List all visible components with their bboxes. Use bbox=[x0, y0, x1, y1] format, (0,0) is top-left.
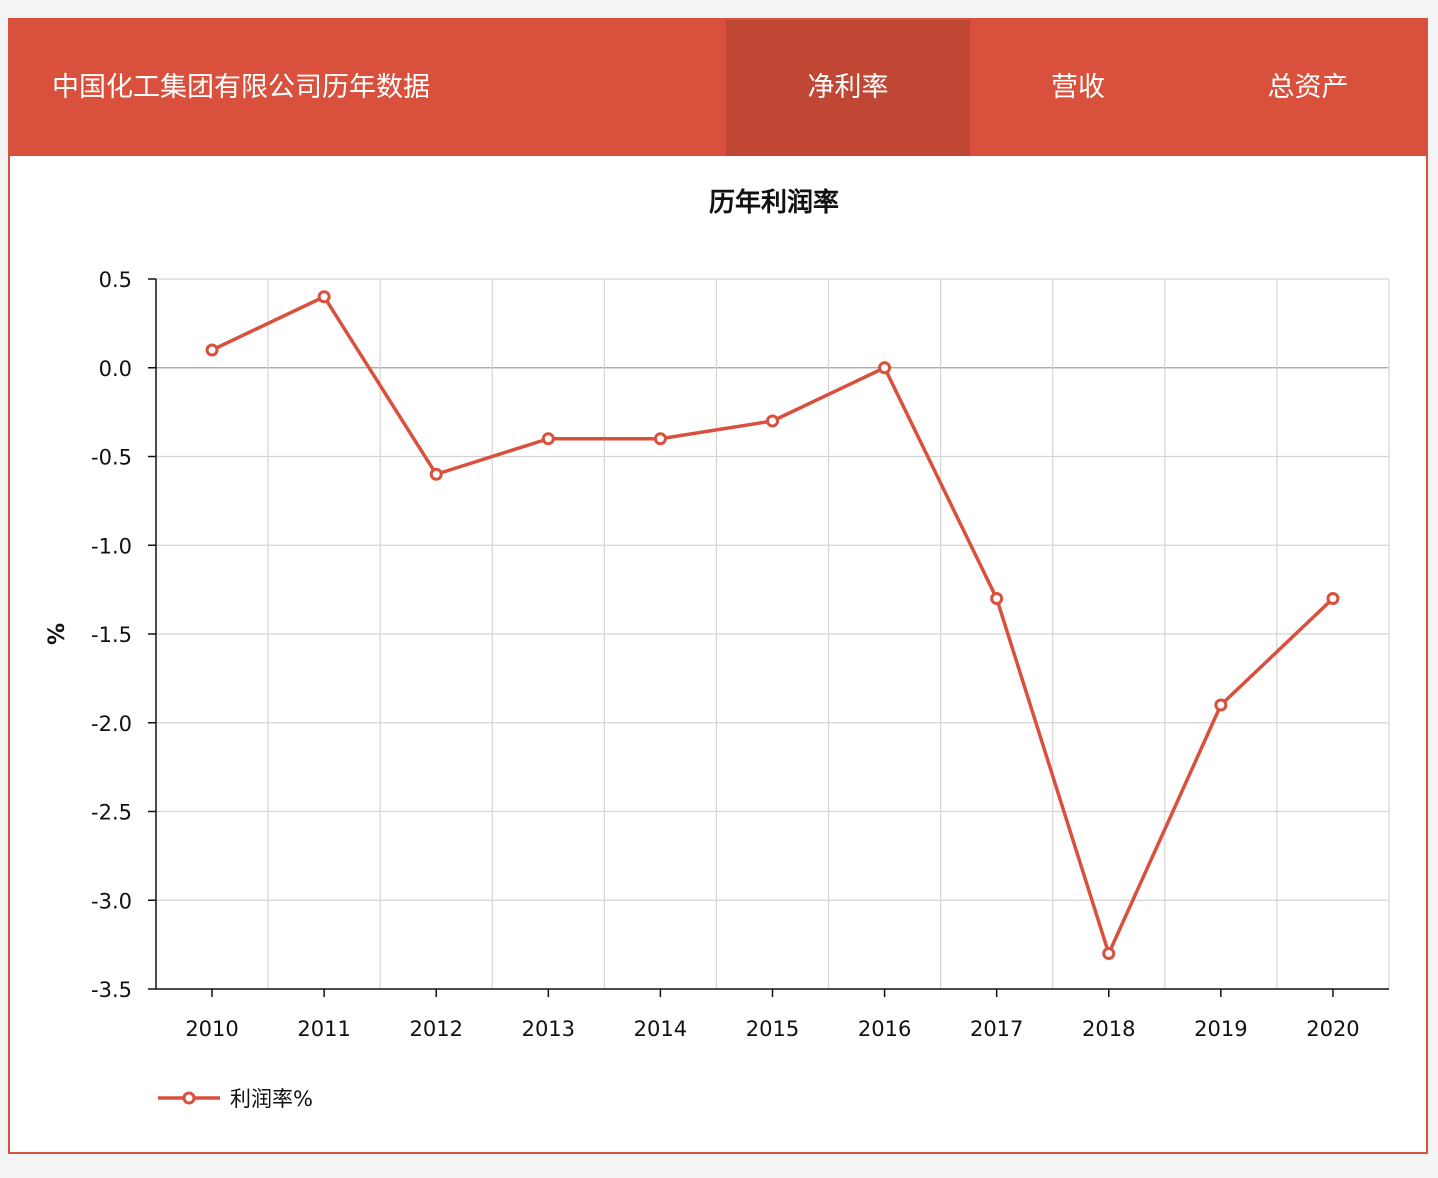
x-tick-label: 2020 bbox=[1306, 1017, 1359, 1041]
data-point[interactable] bbox=[1326, 592, 1340, 605]
x-tick-label: 2017 bbox=[970, 1017, 1023, 1041]
legend-label[interactable]: 利润率% bbox=[230, 1087, 313, 1111]
header-bar: 中国化工集团有限公司历年数据 净利率 营收 总资产 bbox=[10, 20, 1426, 156]
x-tick-label: 2012 bbox=[410, 1017, 463, 1041]
y-tick-label: -1.5 bbox=[91, 623, 132, 647]
tab-total-assets[interactable]: 总资产 bbox=[1267, 72, 1349, 103]
data-point[interactable] bbox=[766, 414, 779, 428]
y-tick-label: 0.5 bbox=[99, 268, 132, 292]
y-tick-labels: 0.5 0.0 -0.5 -1.0 -1.5 -2.0 -2.5 -3.0 -3.5 bbox=[91, 268, 132, 1002]
data-point[interactable] bbox=[205, 343, 219, 357]
page-title: 中国化工集团有限公司历年数据 bbox=[52, 72, 430, 103]
data-point[interactable] bbox=[1102, 947, 1116, 960]
data-point[interactable] bbox=[878, 361, 892, 375]
axes bbox=[148, 278, 1389, 997]
data-point[interactable] bbox=[653, 432, 667, 446]
x-tick-label: 2019 bbox=[1194, 1017, 1247, 1041]
x-tick-label: 2013 bbox=[522, 1017, 575, 1041]
tab-revenue[interactable]: 营收 bbox=[1051, 72, 1105, 103]
y-tick-label: 0.0 bbox=[99, 357, 132, 381]
tab-net-margin[interactable]: 净利率 bbox=[726, 20, 970, 156]
x-tick-label: 2010 bbox=[185, 1017, 238, 1041]
data-point[interactable] bbox=[1214, 698, 1228, 712]
x-tick-labels: 2010 2011 2012 2013 2014 2015 2016 2017 2018 2019… bbox=[185, 1017, 1359, 1041]
x-tick-label: 2016 bbox=[858, 1017, 911, 1041]
y-tick-label: -1.0 bbox=[91, 534, 132, 558]
legend-marker bbox=[182, 1091, 196, 1105]
y-axis-label: % bbox=[45, 623, 70, 645]
data-point[interactable] bbox=[990, 592, 1004, 605]
data-point[interactable] bbox=[541, 432, 555, 446]
data-point[interactable] bbox=[317, 290, 331, 304]
data-point[interactable] bbox=[429, 467, 443, 481]
legend[interactable]: 利润率% bbox=[158, 1087, 313, 1111]
y-tick-label: -3.5 bbox=[91, 978, 132, 1002]
x-tick-label: 2018 bbox=[1082, 1017, 1135, 1041]
chart-title: 历年利润率 bbox=[709, 187, 839, 218]
chart-panel: 中国化工集团有限公司历年数据 净利率 营收 总资产 bbox=[8, 18, 1428, 1154]
y-tick-label: -3.0 bbox=[91, 889, 132, 913]
x-tick-label: 2011 bbox=[297, 1017, 350, 1041]
x-tick-label: 2014 bbox=[634, 1017, 687, 1041]
grid bbox=[156, 278, 1390, 989]
series-line-group bbox=[205, 290, 1340, 960]
y-tick-label: -2.0 bbox=[91, 712, 132, 736]
y-tick-label: -2.5 bbox=[91, 801, 132, 825]
x-tick-label: 2015 bbox=[746, 1017, 799, 1041]
y-tick-label: -0.5 bbox=[91, 446, 132, 470]
